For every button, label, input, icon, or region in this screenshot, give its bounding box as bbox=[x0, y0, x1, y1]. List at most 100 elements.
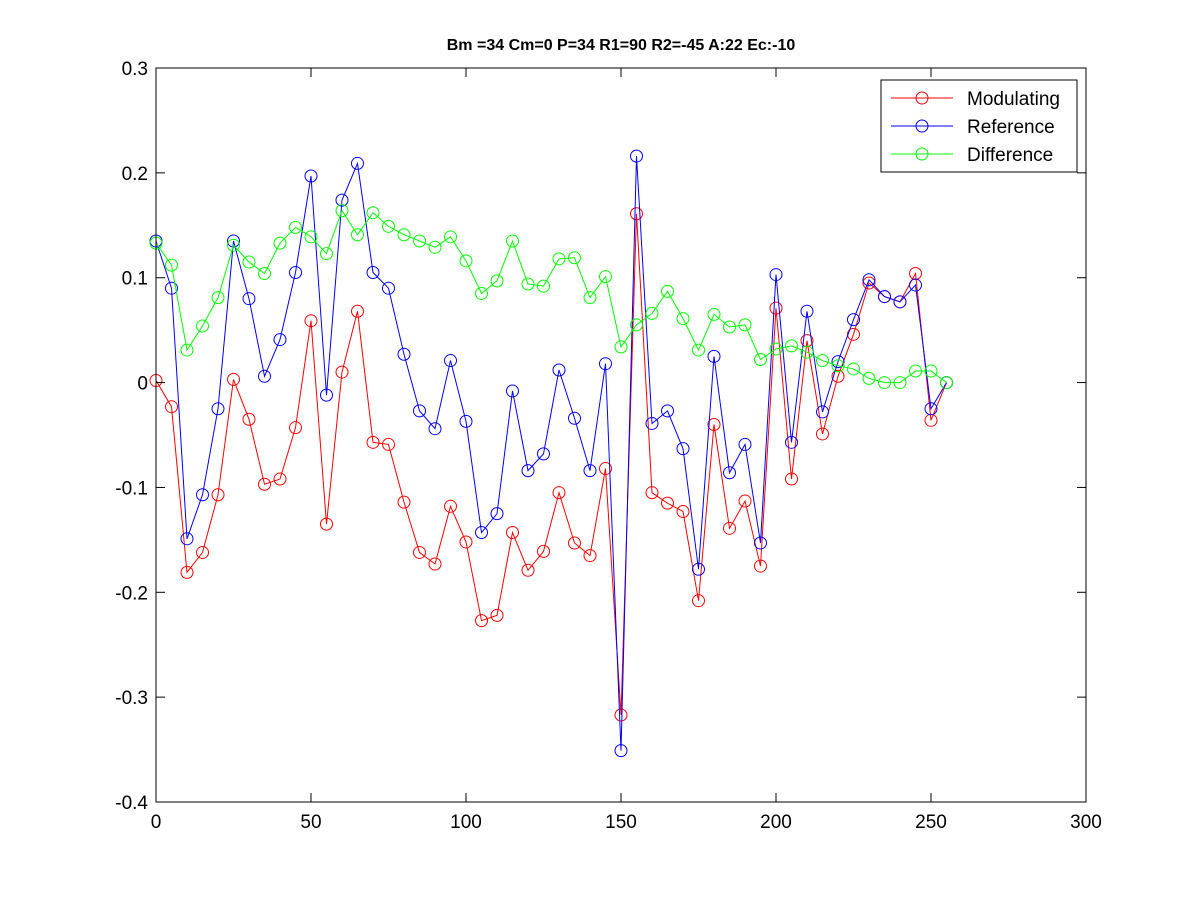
data-point-difference bbox=[568, 251, 581, 265]
x-tick-label: 300 bbox=[1070, 812, 1102, 833]
data-point-modulating bbox=[707, 418, 721, 432]
data-point-difference bbox=[506, 234, 519, 248]
data-point-difference bbox=[645, 306, 659, 320]
data-point-difference bbox=[475, 286, 488, 300]
data-point-difference bbox=[816, 354, 829, 368]
data-point-modulating bbox=[599, 462, 612, 476]
data-point-modulating bbox=[723, 521, 736, 535]
data-point-reference bbox=[521, 464, 535, 478]
data-point-reference bbox=[676, 442, 690, 456]
data-point-reference bbox=[320, 388, 333, 402]
data-point-modulating bbox=[521, 563, 535, 577]
plot-area bbox=[156, 68, 1086, 802]
data-point-difference bbox=[831, 359, 845, 373]
data-point-reference bbox=[785, 435, 798, 449]
legend-label-difference: Difference bbox=[967, 145, 1053, 166]
data-point-modulating bbox=[630, 207, 643, 221]
data-point-difference bbox=[661, 284, 674, 298]
data-point-reference bbox=[924, 402, 938, 416]
data-point-reference bbox=[227, 234, 240, 248]
data-point-difference bbox=[366, 206, 380, 220]
data-point-difference bbox=[847, 362, 860, 376]
data-point-modulating bbox=[862, 276, 876, 290]
x-tick-label: 100 bbox=[450, 812, 482, 833]
data-point-difference bbox=[351, 228, 364, 242]
y-tick-label: 0.2 bbox=[122, 164, 148, 185]
data-point-difference bbox=[242, 255, 256, 269]
y-tick-label: -0.1 bbox=[115, 478, 148, 499]
data-point-difference bbox=[444, 230, 457, 244]
data-point-difference bbox=[180, 343, 194, 357]
data-point-modulating bbox=[382, 437, 395, 451]
data-point-reference bbox=[242, 292, 256, 306]
data-point-difference bbox=[552, 252, 566, 266]
data-point-difference bbox=[800, 345, 814, 359]
legend: Modulating Reference Difference bbox=[880, 79, 1078, 173]
data-point-difference bbox=[521, 277, 535, 291]
legend-label-modulating: Modulating bbox=[967, 89, 1060, 110]
data-point-modulating bbox=[196, 545, 209, 559]
data-point-reference bbox=[847, 313, 860, 327]
data-point-difference bbox=[273, 236, 287, 250]
data-point-reference bbox=[211, 402, 225, 416]
data-point-difference bbox=[211, 291, 225, 305]
data-point-modulating bbox=[289, 421, 302, 435]
data-point-modulating bbox=[180, 565, 194, 579]
data-point-difference bbox=[738, 318, 752, 332]
data-point-reference bbox=[630, 149, 643, 163]
data-point-modulating bbox=[335, 365, 349, 379]
data-point-reference bbox=[289, 265, 302, 279]
data-point-reference bbox=[568, 411, 581, 425]
data-point-difference bbox=[227, 238, 240, 252]
legend-marker-difference bbox=[915, 147, 929, 161]
x-tick-label: 200 bbox=[760, 812, 792, 833]
series-layer bbox=[149, 149, 953, 758]
ticks-layer: 0 50 100 150 200 250 300 -0.4 -0.3 -0.2 -0.1 0 0.1 0.… bbox=[115, 59, 1102, 833]
data-point-modulating bbox=[785, 472, 798, 486]
data-point-reference bbox=[196, 488, 209, 502]
data-point-reference bbox=[692, 562, 705, 576]
data-point-difference bbox=[397, 228, 411, 242]
y-tick-label: 0 bbox=[137, 374, 148, 395]
data-point-modulating bbox=[816, 427, 829, 441]
data-point-difference bbox=[754, 353, 767, 367]
y-tick-label: 0.1 bbox=[122, 269, 148, 290]
data-point-modulating bbox=[475, 614, 488, 628]
data-point-modulating bbox=[459, 535, 473, 549]
chart-title: Bm =34 Cm=0 P=34 R1=90 R2=-45 A:22 Ec:-1… bbox=[447, 37, 796, 54]
data-point-reference bbox=[800, 304, 814, 318]
data-point-reference bbox=[273, 333, 287, 347]
data-point-difference bbox=[723, 320, 736, 334]
data-point-difference bbox=[924, 364, 938, 378]
data-point-reference bbox=[382, 281, 395, 295]
data-point-reference bbox=[552, 363, 566, 377]
data-point-modulating bbox=[831, 369, 845, 383]
data-point-modulating bbox=[847, 327, 860, 341]
data-point-reference bbox=[738, 437, 752, 451]
data-point-reference bbox=[583, 464, 597, 478]
data-point-difference bbox=[909, 364, 922, 378]
data-point-modulating bbox=[769, 301, 783, 315]
x-tick-label: 250 bbox=[915, 812, 947, 833]
data-point-modulating bbox=[537, 544, 550, 558]
data-point-modulating bbox=[304, 314, 318, 328]
data-point-modulating bbox=[490, 608, 504, 622]
data-point-reference bbox=[475, 526, 488, 540]
data-point-reference bbox=[769, 268, 783, 282]
legend-label-reference: Reference bbox=[967, 117, 1055, 138]
data-point-reference bbox=[878, 290, 891, 304]
series-line-reference bbox=[155, 156, 947, 751]
data-point-modulating bbox=[661, 496, 674, 510]
data-point-difference bbox=[769, 342, 783, 356]
data-point-modulating bbox=[754, 559, 767, 573]
data-point-modulating bbox=[165, 400, 178, 414]
data-point-reference bbox=[397, 347, 411, 361]
data-point-modulating bbox=[258, 477, 271, 491]
data-point-modulating bbox=[583, 549, 597, 563]
data-point-reference bbox=[537, 447, 550, 461]
data-point-difference bbox=[196, 319, 209, 333]
data-point-difference bbox=[304, 230, 318, 244]
legend-marker-modulating bbox=[915, 91, 929, 105]
data-point-reference bbox=[645, 416, 659, 430]
